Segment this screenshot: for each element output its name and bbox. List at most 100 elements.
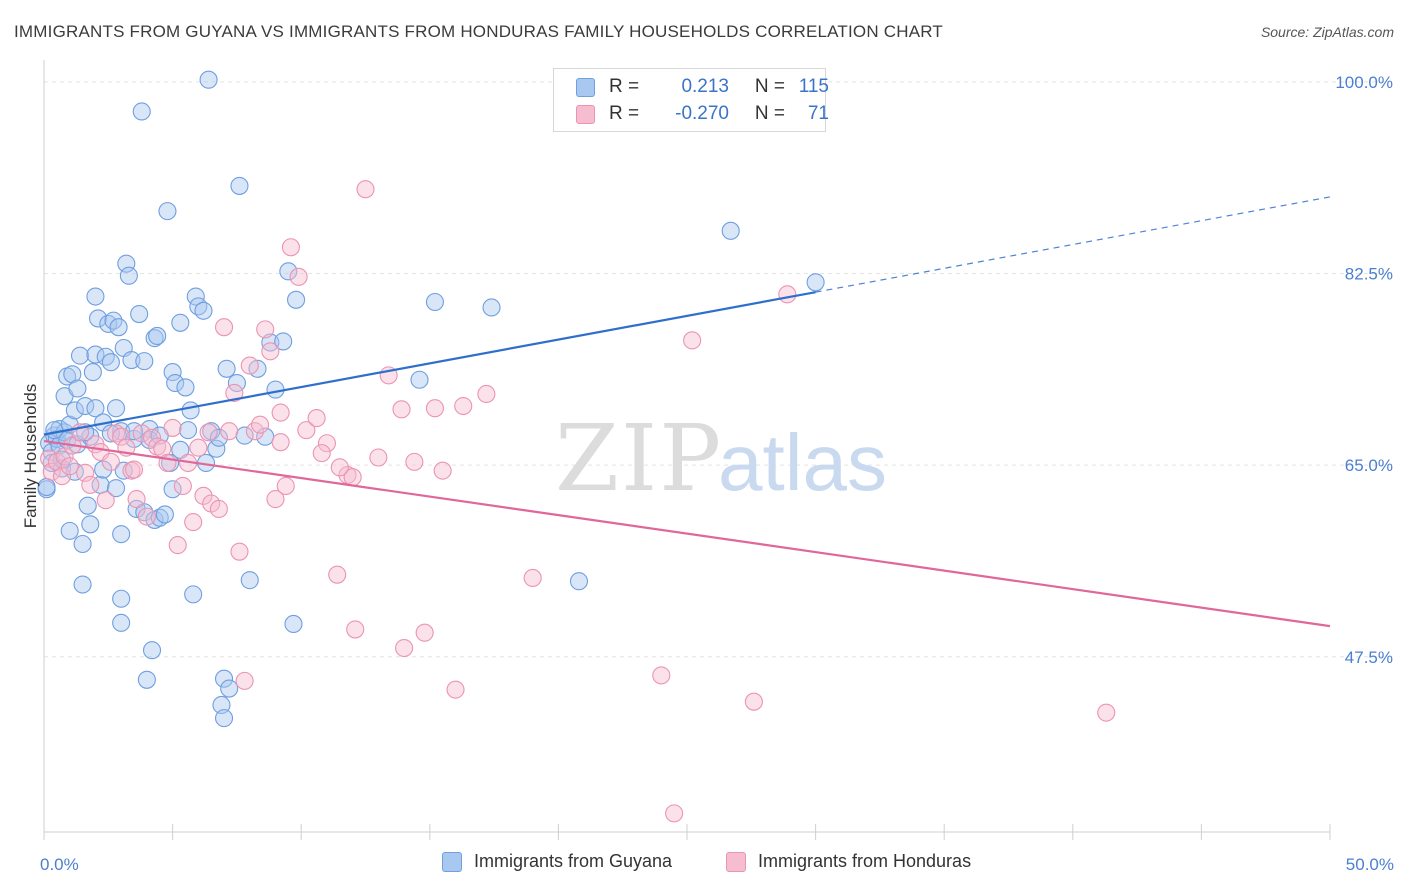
legend-row-guyana: R = 0.213 N = 115 — [576, 74, 829, 100]
y-tick-label-3: 47.5% — [1345, 648, 1393, 667]
point-s1-77 — [330, 458, 349, 477]
point-s1-30 — [184, 513, 203, 532]
point-s1-75 — [433, 461, 452, 480]
point-s0-77 — [178, 421, 198, 440]
point-s0-43 — [109, 318, 128, 337]
legend-r-value: 0.213 — [681, 76, 729, 97]
point-s0-86 — [207, 439, 226, 458]
point-s0-46 — [112, 613, 131, 632]
point-s0-71 — [163, 363, 182, 382]
point-s1-74 — [454, 396, 473, 416]
point-s0-41 — [106, 479, 126, 498]
point-s0-66 — [150, 508, 169, 527]
point-s1-44 — [256, 320, 275, 339]
point-s0-24 — [73, 575, 92, 594]
point-s0-103 — [284, 614, 303, 633]
point-s0-87 — [209, 428, 228, 447]
point-s0-52 — [122, 350, 141, 370]
point-s0-106 — [425, 292, 444, 312]
point-s1-61 — [405, 452, 424, 471]
point-s0-92 — [220, 679, 239, 698]
point-s1-35 — [209, 499, 228, 519]
point-s0-102 — [279, 262, 298, 281]
point-s1-70 — [778, 285, 797, 304]
point-s0-79 — [184, 585, 203, 604]
x-tick-label-1: 50.0% — [1346, 855, 1394, 874]
axes — [43, 60, 1331, 840]
point-s1-50 — [289, 267, 308, 286]
legend-r-label: R = — [609, 76, 640, 97]
point-s1-38 — [225, 383, 244, 402]
point-s1-15 — [112, 427, 131, 446]
point-s0-107 — [482, 298, 501, 317]
point-s0-75 — [171, 313, 190, 332]
point-s1-68 — [683, 331, 702, 350]
point-s0-31 — [86, 399, 105, 418]
legend-n-label: N = — [754, 76, 785, 97]
trend-lines — [43, 196, 1331, 628]
point-s1-64 — [446, 680, 465, 699]
point-s0-68 — [155, 505, 174, 524]
legend-r-label: R = — [609, 103, 640, 124]
point-s0-84 — [199, 70, 218, 89]
x-tick-label-0: 0.0% — [40, 855, 79, 874]
point-s1-48 — [276, 476, 295, 496]
watermark: ZIP atlas — [555, 405, 887, 512]
point-s1-14 — [106, 424, 126, 443]
point-s0-63 — [145, 329, 164, 348]
point-s0-73 — [166, 373, 185, 393]
point-s1-33 — [199, 423, 218, 442]
point-s1-79 — [271, 433, 290, 452]
point-s1-73 — [395, 638, 414, 658]
legend-n-value: 115 — [798, 76, 829, 97]
point-s0-111 — [45, 421, 64, 440]
point-s1-13 — [101, 452, 120, 471]
series-swatch-guyana — [442, 851, 462, 872]
point-s0-105 — [410, 370, 429, 389]
point-s0-23 — [73, 534, 92, 554]
point-s0-29 — [83, 363, 102, 382]
point-s1-21 — [137, 507, 156, 526]
y-tick-label-1: 82.5% — [1345, 265, 1393, 284]
point-s1-18 — [124, 460, 144, 479]
legend-n-value: 71 — [807, 103, 829, 124]
point-s1-65 — [477, 384, 496, 404]
point-s0-110 — [806, 273, 825, 292]
point-s1-32 — [194, 486, 213, 505]
point-s0-51 — [119, 266, 138, 285]
point-s1-54 — [328, 565, 347, 584]
point-s1-8 — [76, 463, 95, 482]
point-s0-22 — [70, 346, 90, 365]
point-s1-72 — [665, 804, 684, 823]
watermark-zip: ZIP — [555, 405, 723, 512]
point-s0-69 — [158, 202, 177, 221]
point-s0-1 — [37, 478, 56, 497]
point-s0-44 — [112, 525, 131, 544]
point-s0-104 — [287, 290, 306, 309]
data-points — [37, 70, 1116, 823]
point-s0-37 — [96, 347, 115, 366]
point-s0-113 — [101, 424, 120, 443]
series-legend-guyana: Immigrants from Guyana — [442, 851, 672, 872]
legend-row-honduras: R = -0.270 N = 71 — [576, 101, 829, 127]
point-s0-20 — [68, 379, 87, 398]
point-s0-58 — [135, 352, 154, 371]
point-s1-9 — [81, 475, 100, 494]
point-s1-57 — [356, 180, 375, 199]
point-s0-108 — [569, 572, 589, 591]
point-s0-82 — [194, 301, 213, 320]
chart-title: IMMIGRANTS FROM GUYANA VS IMMIGRANTS FRO… — [14, 22, 943, 41]
trend-line-s0 — [43, 291, 816, 436]
point-s1-28 — [173, 476, 192, 496]
point-s1-36 — [214, 318, 234, 337]
point-s0-109 — [721, 221, 740, 240]
point-s0-38 — [99, 314, 118, 333]
point-s1-26 — [163, 418, 182, 437]
y-tick-label-2: 65.0% — [1345, 456, 1393, 475]
axis-labels: 100.0% 82.5% 65.0% 47.5% 0.0% 50.0% — [40, 73, 1394, 874]
point-s1-53 — [317, 434, 336, 453]
point-s1-41 — [240, 356, 259, 375]
point-s0-32 — [86, 287, 105, 306]
point-s0-18 — [65, 401, 84, 420]
